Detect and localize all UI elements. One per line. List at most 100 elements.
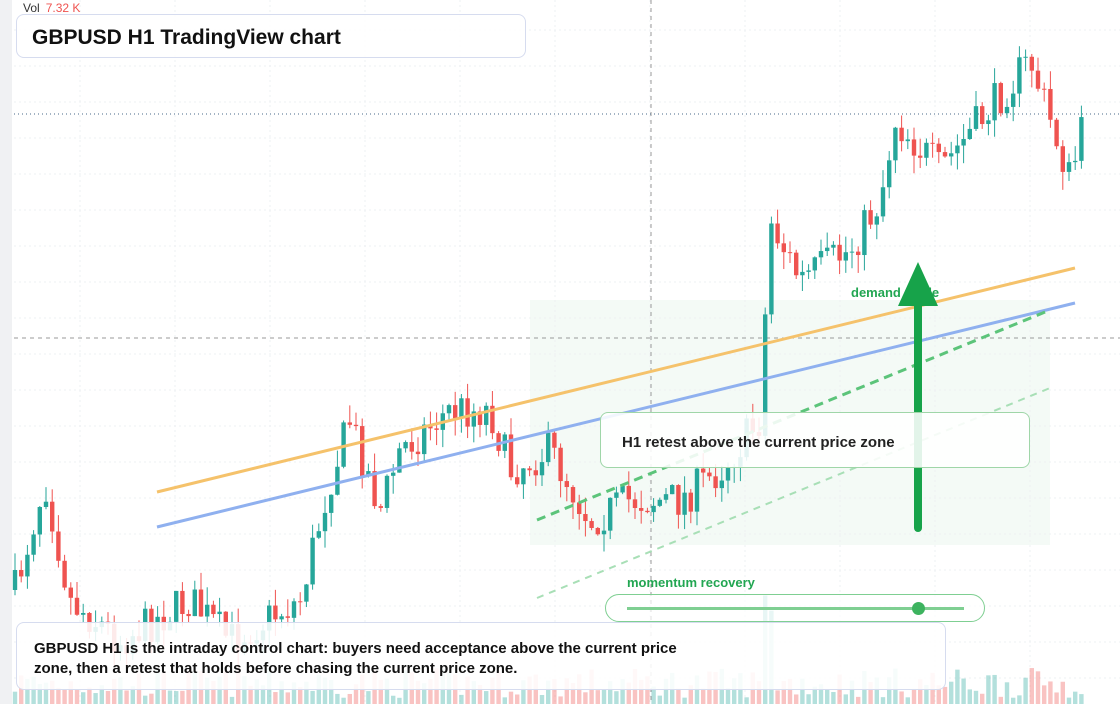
volume-bar [279, 681, 284, 704]
candle-body [1066, 162, 1072, 172]
volume-bar [81, 692, 86, 704]
candle-body [986, 120, 991, 125]
candle-body [676, 485, 681, 515]
candle-body [899, 127, 904, 142]
candle-body [74, 597, 80, 615]
volume-bar [620, 679, 625, 704]
volume-bar [1004, 682, 1010, 704]
candle-body [384, 475, 390, 508]
candle-body [329, 494, 334, 513]
candle-body [825, 247, 830, 252]
volume-bar [124, 690, 129, 704]
volume-bar [905, 697, 910, 704]
volume-bar [62, 689, 67, 704]
candle-body [267, 605, 272, 631]
candle-body [608, 497, 613, 531]
left-rail [0, 0, 12, 704]
volume-bar [130, 686, 135, 704]
candle-body [322, 512, 328, 532]
volume-bar [825, 688, 830, 704]
volume-bar [967, 689, 972, 704]
volume-bar [682, 697, 687, 704]
volume-bar [936, 685, 941, 704]
volume-bar [973, 690, 979, 704]
candle-body [446, 405, 452, 414]
candle-body [1023, 56, 1028, 58]
volume-bar [99, 685, 104, 704]
candle-body [961, 138, 966, 146]
volume-bar [384, 678, 390, 704]
caption-panel: GBPUSD H1 is the intraday control chart:… [16, 622, 946, 690]
candle-body [205, 604, 210, 617]
candle-body [391, 472, 396, 476]
candle-body [434, 428, 439, 430]
volume-bar [310, 690, 315, 704]
candle-body [360, 426, 365, 477]
volume-bar [831, 692, 836, 704]
volume-bar [949, 681, 954, 704]
candle-body [694, 468, 700, 512]
candle-body [595, 527, 600, 535]
volume-bar [608, 681, 613, 704]
candle-body [874, 216, 879, 225]
volume-bar [422, 683, 427, 704]
volume-bar [112, 678, 117, 704]
candle-body [1060, 146, 1065, 172]
volume-legend: Vol 7.32 K [23, 1, 80, 15]
volume-bar [1042, 685, 1047, 704]
candle-body [849, 251, 855, 253]
candle-body [980, 106, 985, 125]
volume-bar [601, 689, 607, 704]
volume-bar [1029, 668, 1034, 704]
volume-bar [242, 676, 247, 704]
volume-bar [248, 685, 253, 704]
volume-bar [167, 690, 173, 704]
candle-body [893, 127, 898, 161]
candle-body [50, 501, 55, 532]
candle-body [577, 502, 582, 515]
volume-bar [856, 696, 861, 704]
volume-bar [546, 680, 551, 704]
vol-value: 7.32 K [45, 1, 81, 15]
volume-bar [800, 678, 805, 704]
candle-body [1035, 70, 1041, 89]
candle-body [372, 471, 377, 507]
candle-body [868, 210, 873, 225]
volume-bar [143, 695, 148, 704]
candle-body [198, 589, 204, 617]
volume-bar [484, 691, 489, 704]
candle-body [304, 584, 309, 602]
candle-body [81, 612, 86, 615]
candle-body [781, 243, 786, 253]
candle-body [335, 466, 340, 495]
volume-bar [391, 695, 396, 704]
volume-bar [149, 693, 154, 704]
volume-bar [291, 682, 297, 704]
volume-bar [87, 687, 92, 704]
candle-body [949, 153, 954, 157]
volume-bar [552, 679, 557, 704]
candle-body [614, 492, 619, 498]
volume-bar [614, 691, 619, 704]
candle-body [192, 589, 197, 617]
candle-body [1048, 88, 1053, 120]
candle-body [682, 492, 687, 515]
title: GBPUSD H1 TradingView chart [32, 26, 341, 49]
candle-body [403, 442, 408, 449]
retest-callout: H1 retest above the current price zone [600, 412, 1030, 468]
volume-bar [775, 690, 780, 704]
volume-bar [583, 692, 588, 704]
volume-bar [118, 677, 123, 704]
candle-body [174, 590, 179, 622]
candle-body [422, 424, 427, 455]
volume-bar [1054, 692, 1059, 704]
candle-body [725, 467, 731, 481]
volume-bar [558, 696, 563, 704]
volume-bar [254, 679, 259, 704]
volume-bar [25, 678, 30, 704]
volume-bar [1048, 681, 1053, 704]
candle-body [911, 139, 917, 156]
candle-body [180, 590, 185, 614]
candle-body [285, 616, 290, 618]
candle-body [564, 481, 569, 488]
